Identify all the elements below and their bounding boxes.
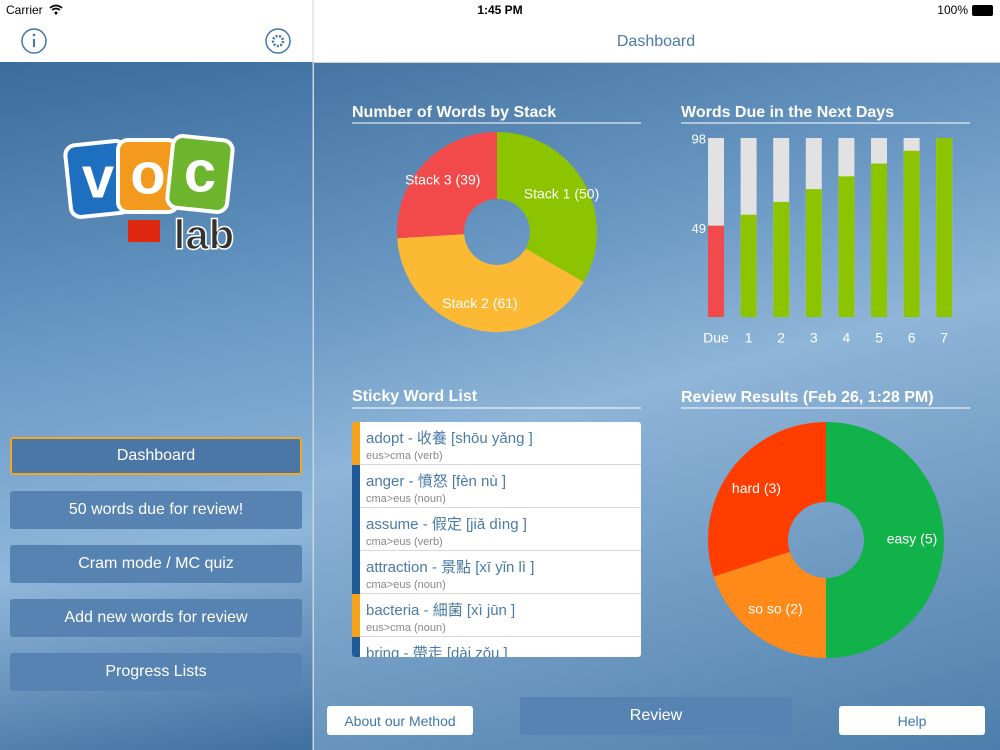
donut-slice xyxy=(708,422,826,577)
word-row[interactable]: adopt - 收養 [shōu yǎng ] eus>cma (verb) xyxy=(352,422,641,465)
word-detail: cma>eus (noun) xyxy=(366,493,446,505)
slice-label: Stack 3 (39) xyxy=(405,172,480,188)
slice-label: Stack 1 (50) xyxy=(524,185,599,201)
stack-stripe xyxy=(352,508,360,551)
logo-letter: o xyxy=(130,141,165,206)
word-row[interactable]: bring - 帶走 [dài zǒu ] xyxy=(352,637,641,657)
section-title: Sticky Word List xyxy=(352,388,478,405)
slice-label: easy (5) xyxy=(887,531,938,547)
logo-letter: v xyxy=(82,145,114,210)
sidebar-button[interactable]: Cram mode / MC quiz xyxy=(10,545,302,583)
donut-slice xyxy=(397,132,497,239)
stack-stripe xyxy=(352,422,360,465)
slice-label: hard (3) xyxy=(732,480,781,496)
wifi-icon xyxy=(49,4,63,11)
word-detail: cma>eus (verb) xyxy=(366,536,443,548)
sticky-word-list: adopt - 收養 [shōu yǎng ] eus>cma (verb) ang… xyxy=(352,422,641,657)
word-detail: eus>cma (verb) xyxy=(366,450,443,462)
x-tick-label: 2 xyxy=(777,330,785,346)
info-glyph xyxy=(33,39,35,47)
section-title: Review Results (Feb 26, 1:28 PM) xyxy=(681,389,934,406)
donut-slice xyxy=(713,551,826,658)
logo: v o c lab xyxy=(63,134,235,259)
battery-icon xyxy=(972,5,993,16)
word: bring - 帶走 [dài zǒu ] xyxy=(366,645,508,657)
flag xyxy=(128,220,160,242)
footer-button[interactable]: About our Method xyxy=(327,706,473,735)
info-button[interactable] xyxy=(21,28,47,54)
sidebar-button[interactable]: 50 words due for review! xyxy=(10,491,302,529)
slice-label: Stack 2 (61) xyxy=(442,295,517,311)
word-row[interactable]: anger - 憤怒 [fèn nù ] cma>eus (noun) xyxy=(352,465,641,508)
page-title: Dashboard xyxy=(617,33,695,50)
logo-letter: c xyxy=(184,139,216,204)
bar xyxy=(871,163,887,317)
battery-text: 100% xyxy=(937,3,968,17)
bar xyxy=(936,138,953,317)
slice-label: so so (2) xyxy=(748,600,802,616)
footer-button[interactable]: Review xyxy=(520,697,792,735)
donut-slice xyxy=(397,234,584,332)
bar xyxy=(838,176,855,317)
bar xyxy=(773,201,790,317)
stack-stripe xyxy=(352,637,360,657)
word: anger - 憤怒 [fèn nù ] xyxy=(366,473,507,490)
bar xyxy=(903,150,920,317)
clock: 1:45 PM xyxy=(477,3,522,17)
top-bar xyxy=(0,0,1000,63)
word: attraction - 景點 [xī yǐn lì ] xyxy=(366,559,535,576)
y-tick-label: 98 xyxy=(692,131,706,146)
stack-stripe xyxy=(352,465,360,508)
word-row[interactable]: attraction - 景點 [xī yǐn lì ] cma>eus (nou… xyxy=(352,551,641,594)
x-tick-label: 6 xyxy=(908,330,916,346)
gear-glyph xyxy=(271,34,285,48)
word-detail: cma>eus (noun) xyxy=(366,579,446,591)
x-tick-label: 7 xyxy=(940,330,948,346)
y-tick-label: 49 xyxy=(692,221,706,236)
word-detail: eus>cma (noun) xyxy=(366,622,446,634)
logo-tile xyxy=(165,134,235,214)
stack-stripe xyxy=(352,594,360,637)
x-tick-label: 1 xyxy=(745,330,753,346)
bar xyxy=(740,214,757,317)
section-title: Number of Words by Stack xyxy=(352,104,556,121)
sidebar-button[interactable]: Progress Lists xyxy=(10,653,302,691)
x-tick-label: 4 xyxy=(843,330,851,346)
word: bacteria - 細菌 [xì jūn ] xyxy=(366,602,516,619)
sidebar-button[interactable]: Add new words for review xyxy=(10,599,302,637)
x-tick-label: Due xyxy=(703,330,729,346)
bar xyxy=(708,225,724,317)
carrier: Carrier xyxy=(6,3,43,17)
sidebar-button[interactable]: Dashboard xyxy=(10,437,302,475)
settings-button[interactable] xyxy=(265,28,291,54)
word: assume - 假定 [jiǎ dìng ] xyxy=(366,516,527,533)
word-row[interactable]: bacteria - 細菌 [xì jūn ] eus>cma (noun) xyxy=(352,594,641,637)
x-tick-label: 5 xyxy=(875,330,883,346)
bar xyxy=(805,189,822,317)
word-row[interactable]: assume - 假定 [jiǎ dìng ] cma>eus (verb) xyxy=(352,508,641,551)
section-title: Words Due in the Next Days xyxy=(681,104,894,121)
info-glyph-dot xyxy=(32,33,36,37)
x-tick-label: 3 xyxy=(810,330,818,346)
word: adopt - 收養 [shōu yǎng ] xyxy=(366,430,533,447)
wifi-dot xyxy=(54,11,58,15)
donut-slice xyxy=(497,132,597,282)
donut-slice xyxy=(826,422,944,658)
footer-button[interactable]: Help xyxy=(839,706,985,735)
stack-stripe xyxy=(352,551,360,594)
logo-suffix: lab xyxy=(174,211,235,258)
